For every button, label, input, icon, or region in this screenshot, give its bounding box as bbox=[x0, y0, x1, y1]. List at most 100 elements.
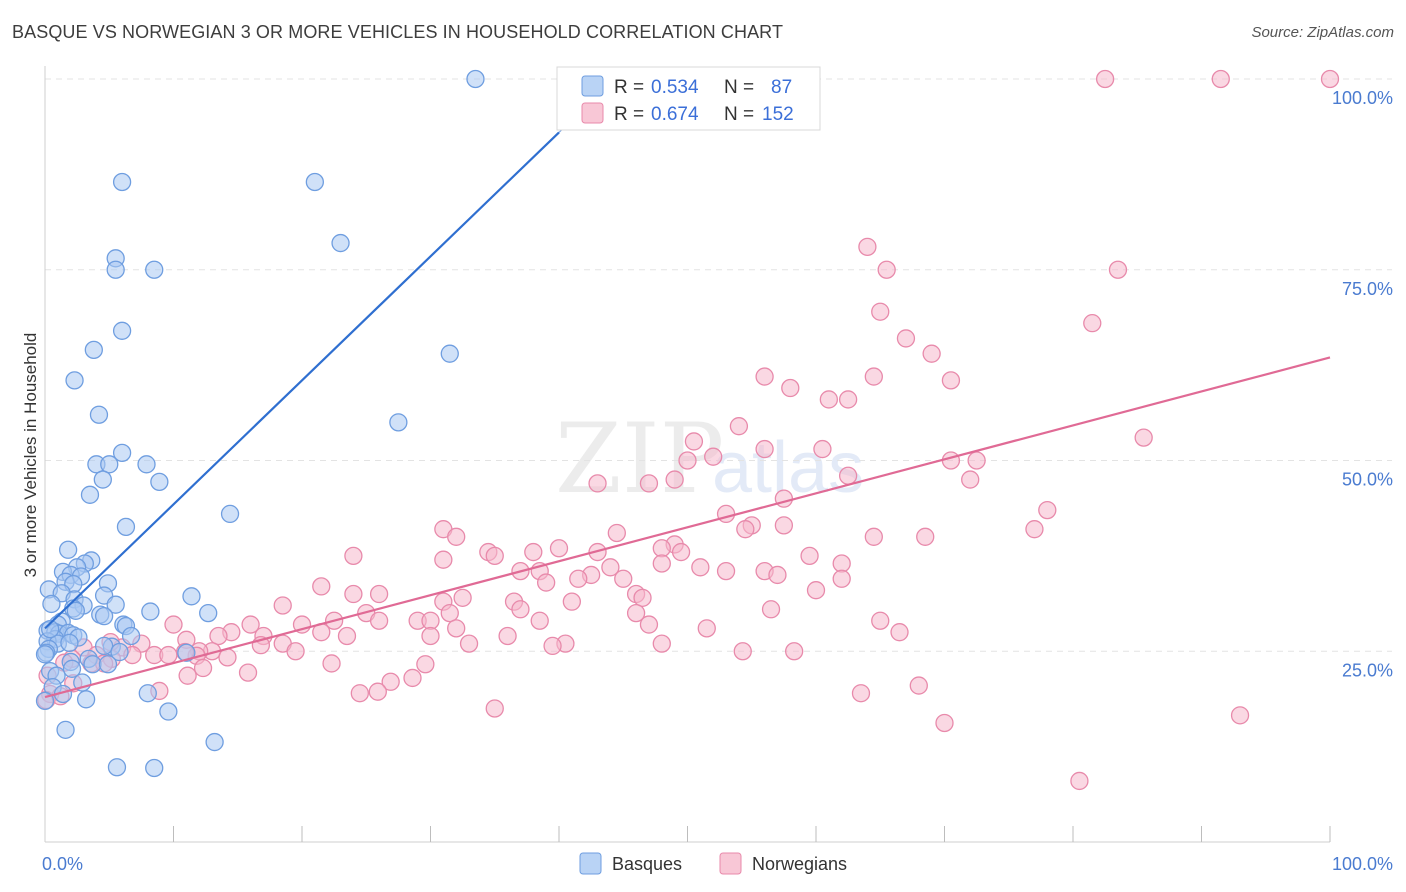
basques-r-value: 0.534 bbox=[651, 77, 699, 98]
norwegians-point bbox=[1025, 520, 1044, 539]
norwegians-point bbox=[1095, 69, 1115, 89]
norwegians-point bbox=[941, 451, 961, 470]
y-axis-title: 3 or more Vehicles in Household bbox=[21, 333, 40, 578]
norwegians-point bbox=[369, 611, 389, 630]
norwegians-point bbox=[864, 527, 883, 546]
basques-point bbox=[121, 626, 141, 646]
basques-point bbox=[107, 758, 127, 777]
basques-point bbox=[106, 595, 125, 614]
norwegians-point bbox=[453, 588, 472, 607]
basques-point bbox=[83, 655, 102, 674]
norwegians-point bbox=[1083, 314, 1102, 333]
norwegians-point bbox=[1320, 69, 1340, 89]
norwegians-point bbox=[678, 451, 697, 470]
norwegians-point bbox=[337, 626, 357, 646]
basques-point bbox=[466, 69, 485, 89]
norwegians-point bbox=[1230, 706, 1250, 725]
norwegians-point bbox=[403, 668, 422, 688]
norwegians-point bbox=[416, 655, 435, 674]
basques-point bbox=[58, 540, 78, 559]
norwegians-point bbox=[530, 611, 549, 630]
basques-point bbox=[84, 340, 103, 360]
basques-point bbox=[440, 344, 459, 363]
norwegians-point bbox=[851, 684, 871, 703]
norwegians-point bbox=[369, 584, 389, 604]
watermark: ZIP atlas bbox=[555, 403, 864, 515]
basques-point bbox=[138, 684, 157, 703]
norwegians-point bbox=[684, 432, 704, 451]
basques-trend-line bbox=[44, 131, 560, 630]
norwegians-point bbox=[890, 623, 909, 642]
watermark-zip: ZIP bbox=[555, 403, 724, 515]
norwegians-point bbox=[652, 554, 671, 573]
y-tick-labels: 25.0% 50.0% 75.0% 100.0% bbox=[1332, 88, 1393, 680]
norwegians-point bbox=[368, 682, 387, 701]
norwegians-point bbox=[755, 367, 774, 386]
legend-basques-label: Basques bbox=[612, 854, 682, 874]
chart-title: BASQUE VS NORWEGIAN 3 OR MORE VEHICLES I… bbox=[12, 22, 784, 42]
norwegians-point bbox=[193, 658, 213, 678]
basques-point bbox=[56, 720, 75, 739]
basques-point bbox=[159, 702, 178, 721]
norwegians-point bbox=[961, 470, 980, 489]
norwegians-point bbox=[838, 466, 858, 485]
trend-lines bbox=[44, 82, 1331, 699]
norwegians-point bbox=[909, 676, 928, 695]
norwegians-point bbox=[691, 558, 710, 577]
norwegians-point bbox=[871, 302, 890, 321]
basques-point bbox=[137, 455, 156, 474]
norwegians-point bbox=[164, 615, 183, 634]
norwegians-point bbox=[350, 684, 369, 703]
norwegians-point bbox=[421, 626, 440, 646]
basques-point bbox=[220, 504, 240, 524]
norwegians-r-value: 0.674 bbox=[651, 104, 699, 125]
norwegians-point bbox=[633, 588, 652, 607]
norwegians-point bbox=[761, 600, 781, 619]
basques-point bbox=[205, 732, 224, 752]
norwegians-point bbox=[813, 439, 832, 459]
basques-point bbox=[110, 642, 129, 662]
norwegians-point bbox=[601, 558, 620, 577]
norwegians-point bbox=[922, 344, 941, 363]
x-tick-label: 100.0% bbox=[1332, 854, 1393, 874]
norwegians-point bbox=[344, 546, 363, 566]
norwegians-point bbox=[665, 470, 684, 489]
basques-point bbox=[182, 587, 201, 606]
basques-r-label: R = bbox=[614, 77, 644, 98]
norwegians-trend-line bbox=[44, 356, 1331, 699]
basques-point bbox=[112, 321, 132, 340]
basques-point bbox=[62, 659, 82, 678]
norwegians-point bbox=[485, 546, 504, 566]
basques-point bbox=[106, 260, 125, 279]
norwegians-point bbox=[1134, 428, 1153, 447]
norwegians-point bbox=[159, 645, 178, 665]
x-tick-label: 0.0% bbox=[42, 854, 83, 874]
legend-norwegians-swatch bbox=[719, 852, 742, 875]
norwegians-point bbox=[241, 615, 260, 634]
basques-point bbox=[94, 607, 114, 626]
norwegians-point bbox=[781, 378, 800, 398]
norwegians-point bbox=[1211, 69, 1230, 89]
basques-point bbox=[112, 172, 132, 192]
basques-n-label: N = bbox=[724, 77, 754, 98]
norwegians-point bbox=[588, 474, 607, 493]
basques-point bbox=[89, 405, 109, 424]
norwegians-point bbox=[381, 672, 400, 691]
norwegians-point bbox=[447, 619, 466, 638]
norwegians-point bbox=[562, 592, 581, 611]
norwegians-point bbox=[729, 417, 749, 436]
norwegians-point bbox=[498, 626, 517, 646]
basques-point bbox=[76, 690, 96, 709]
norwegians-point bbox=[733, 642, 752, 661]
norwegians-point bbox=[819, 390, 838, 409]
basques-point bbox=[177, 643, 196, 662]
norwegians-point bbox=[877, 260, 896, 279]
y-tick-label: 25.0% bbox=[1342, 660, 1393, 680]
norwegians-point bbox=[774, 516, 794, 535]
basques-point bbox=[199, 603, 218, 623]
basques-point bbox=[331, 233, 350, 253]
series-legend: Basques Norwegians bbox=[579, 852, 847, 875]
basques-point bbox=[150, 472, 169, 492]
norwegians-point bbox=[639, 474, 659, 493]
basques-point bbox=[93, 470, 112, 489]
